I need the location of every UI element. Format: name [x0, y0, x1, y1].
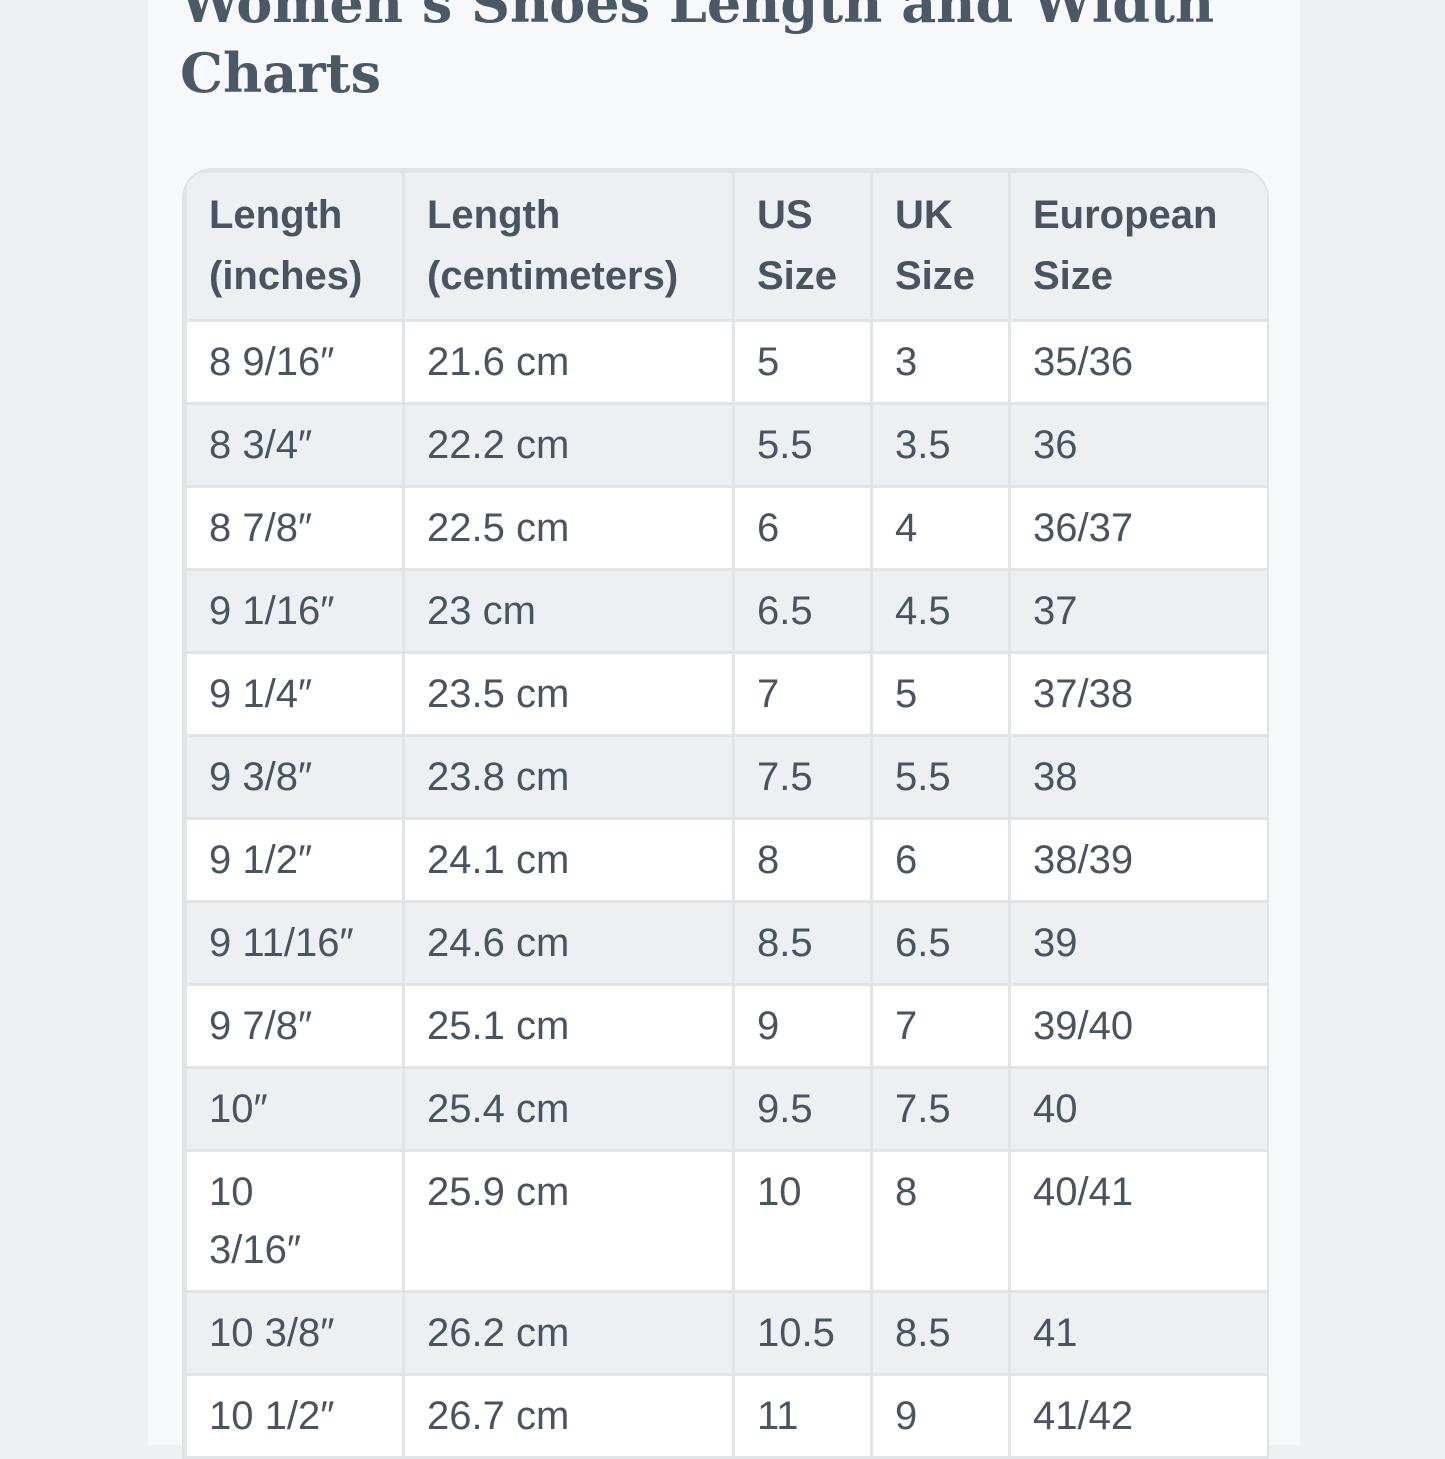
- column-header: Length (centimeters): [402, 170, 735, 322]
- table-cell: 41: [1008, 1290, 1267, 1376]
- table-cell: 10 3/8″: [184, 1290, 405, 1376]
- table-cell: 5: [732, 319, 873, 405]
- table-cell: 25.4 cm: [402, 1066, 735, 1152]
- table-row: 9 3/8″ 23.8 cm 7.5 5.5 38: [184, 734, 1267, 820]
- table-cell: 23.8 cm: [402, 734, 735, 820]
- table-cell: 22.5 cm: [402, 485, 735, 571]
- table-row: 9 1/4″ 23.5 cm 7 5 37/38: [184, 651, 1267, 737]
- table-cell: 3: [870, 319, 1011, 405]
- table-cell: 8: [732, 817, 873, 903]
- table-cell: 10: [732, 1149, 873, 1293]
- table-cell: 25.9 cm: [402, 1149, 735, 1293]
- table-cell: 9 1/16″: [184, 568, 405, 654]
- table-cell: 10 3/16″: [184, 1149, 405, 1293]
- table-cell: 9 7/8″: [184, 983, 405, 1069]
- table-cell: 9 11/16″: [184, 900, 405, 986]
- table-cell: 8.5: [870, 1290, 1011, 1376]
- table-cell: 40/41: [1008, 1149, 1267, 1293]
- table-cell: 6: [870, 817, 1011, 903]
- table-cell: 6: [732, 485, 873, 571]
- table-cell: 8 3/4″: [184, 402, 405, 488]
- table-row: 9 1/16″ 23 cm 6.5 4.5 37: [184, 568, 1267, 654]
- table-cell: 39: [1008, 900, 1267, 986]
- table-row: 10 3/8″ 26.2 cm 10.5 8.5 41: [184, 1290, 1267, 1376]
- table-row: 9 1/2″ 24.1 cm 8 6 38/39: [184, 817, 1267, 903]
- table-cell: 8: [870, 1149, 1011, 1293]
- table-cell: 6.5: [870, 900, 1011, 986]
- table-cell: 40: [1008, 1066, 1267, 1152]
- table-cell: 6.5: [732, 568, 873, 654]
- table-cell: 11: [732, 1373, 873, 1459]
- table-cell: 35/36: [1008, 319, 1267, 405]
- table-cell: 5.5: [870, 734, 1011, 820]
- table-cell: 8 9/16″: [184, 319, 405, 405]
- table-cell: 10.5: [732, 1290, 873, 1376]
- table-cell: 41/42: [1008, 1373, 1267, 1459]
- table-cell: 7: [870, 983, 1011, 1069]
- table-cell: 4.5: [870, 568, 1011, 654]
- table-cell: 37/38: [1008, 651, 1267, 737]
- table-cell: 5: [870, 651, 1011, 737]
- table-cell: 10 1/2″: [184, 1373, 405, 1459]
- table-cell: 36: [1008, 402, 1267, 488]
- table-cell: 21.6 cm: [402, 319, 735, 405]
- table-row: 10″ 25.4 cm 9.5 7.5 40: [184, 1066, 1267, 1152]
- table-cell: 9 1/2″: [184, 817, 405, 903]
- table-cell: 9 3/8″: [184, 734, 405, 820]
- table-cell: 26.7 cm: [402, 1373, 735, 1459]
- table-cell: 7.5: [732, 734, 873, 820]
- table-cell: 9: [732, 983, 873, 1069]
- table-row: 8 9/16″ 21.6 cm 5 3 35/36: [184, 319, 1267, 405]
- table-row: 9 7/8″ 25.1 cm 9 7 39/40: [184, 983, 1267, 1069]
- table-cell: 3.5: [870, 402, 1011, 488]
- table-cell: 9: [870, 1373, 1011, 1459]
- table-cell: 23.5 cm: [402, 651, 735, 737]
- table-cell: 24.6 cm: [402, 900, 735, 986]
- table-row: 10 3/16″ 25.9 cm 10 8 40/41: [184, 1149, 1267, 1293]
- table-cell: 5.5: [732, 402, 873, 488]
- table-cell: 7: [732, 651, 873, 737]
- table-cell: 37: [1008, 568, 1267, 654]
- table-container: Length (inches) Length (centimeters) US Si…: [182, 168, 1269, 1459]
- column-header: US Size: [732, 170, 873, 322]
- table-cell: 4: [870, 485, 1011, 571]
- table-row: 10 1/2″ 26.7 cm 11 9 41/42: [184, 1373, 1267, 1459]
- table-cell: 22.2 cm: [402, 402, 735, 488]
- header-row: Length (inches) Length (centimeters) US Si…: [184, 170, 1267, 322]
- table-cell: 8.5: [732, 900, 873, 986]
- column-header: Length (inches): [184, 170, 405, 322]
- column-header: European Size: [1008, 170, 1267, 322]
- table-cell: 36/37: [1008, 485, 1267, 571]
- size-table: Length (inches) Length (centimeters) US Si…: [184, 170, 1267, 1459]
- table-cell: 7.5: [870, 1066, 1011, 1152]
- table-cell: 38: [1008, 734, 1267, 820]
- page-title: Women’s Shoes Length and Width Charts: [180, 0, 1215, 105]
- column-header: UK Size: [870, 170, 1011, 322]
- table-row: 8 7/8″ 22.5 cm 6 4 36/37: [184, 485, 1267, 571]
- table-cell: 39/40: [1008, 983, 1267, 1069]
- table-cell: 10″: [184, 1066, 405, 1152]
- table-row: 8 3/4″ 22.2 cm 5.5 3.5 36: [184, 402, 1267, 488]
- table-cell: 9 1/4″: [184, 651, 405, 737]
- table-cell: 38/39: [1008, 817, 1267, 903]
- table-cell: 26.2 cm: [402, 1290, 735, 1376]
- table-cell: 23 cm: [402, 568, 735, 654]
- table-cell: 8 7/8″: [184, 485, 405, 571]
- table-cell: 9.5: [732, 1066, 873, 1152]
- table-cell: 24.1 cm: [402, 817, 735, 903]
- table-body: 8 9/16″ 21.6 cm 5 3 35/36 8 3/4″ 22.2 cm 5.5 3.5…: [184, 319, 1267, 1459]
- table-cell: 25.1 cm: [402, 983, 735, 1069]
- table-row: 9 11/16″ 24.6 cm 8.5 6.5 39: [184, 900, 1267, 986]
